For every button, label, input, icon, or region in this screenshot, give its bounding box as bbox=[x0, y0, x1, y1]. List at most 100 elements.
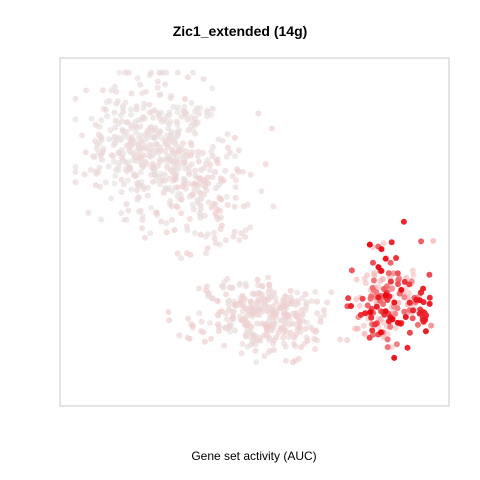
data-point bbox=[314, 310, 321, 317]
chart-title: Zic1_extended (14g) bbox=[173, 23, 308, 39]
data-point bbox=[214, 160, 221, 167]
data-point bbox=[120, 108, 127, 115]
data-point bbox=[312, 346, 318, 353]
data-point bbox=[224, 275, 231, 282]
data-point bbox=[353, 296, 360, 303]
data-point bbox=[229, 173, 236, 180]
data-point bbox=[174, 69, 181, 76]
data-point bbox=[98, 117, 105, 124]
data-point bbox=[168, 216, 175, 223]
data-point bbox=[99, 87, 106, 94]
data-point bbox=[265, 296, 272, 303]
data-point bbox=[122, 159, 129, 166]
data-point bbox=[261, 353, 268, 359]
data-point bbox=[134, 180, 141, 187]
data-point bbox=[204, 113, 211, 120]
data-point bbox=[384, 336, 391, 343]
data-point bbox=[293, 312, 300, 319]
data-point bbox=[227, 149, 233, 156]
data-point bbox=[382, 292, 389, 299]
data-point bbox=[124, 119, 131, 126]
data-point bbox=[254, 307, 261, 314]
data-point bbox=[225, 306, 232, 313]
data-point bbox=[157, 69, 164, 76]
data-point bbox=[303, 300, 310, 307]
data-point bbox=[406, 299, 413, 306]
data-point bbox=[182, 111, 189, 118]
data-point bbox=[150, 114, 157, 121]
data-point bbox=[223, 291, 230, 298]
data-point bbox=[314, 298, 320, 305]
data-point bbox=[128, 136, 135, 143]
data-point bbox=[186, 180, 192, 187]
data-point bbox=[92, 138, 99, 145]
data-point bbox=[395, 281, 401, 288]
data-point bbox=[179, 140, 186, 147]
data-point bbox=[162, 137, 169, 144]
data-point bbox=[111, 109, 118, 116]
data-point bbox=[214, 298, 221, 305]
data-point bbox=[146, 152, 153, 159]
data-point bbox=[168, 146, 175, 153]
data-point bbox=[184, 74, 191, 81]
data-point bbox=[151, 134, 158, 141]
data-point bbox=[320, 307, 327, 314]
data-point bbox=[120, 181, 127, 188]
data-point bbox=[290, 359, 296, 366]
data-point bbox=[174, 131, 181, 138]
data-point bbox=[201, 338, 208, 345]
data-point bbox=[293, 331, 300, 338]
data-point bbox=[116, 150, 122, 157]
data-point bbox=[112, 117, 119, 124]
data-point bbox=[138, 137, 145, 143]
data-point bbox=[249, 304, 256, 311]
data-point bbox=[192, 230, 198, 237]
data-point bbox=[146, 148, 153, 155]
data-point bbox=[406, 281, 413, 288]
data-point bbox=[161, 177, 168, 184]
data-point bbox=[385, 270, 392, 277]
data-point bbox=[200, 149, 206, 156]
data-point bbox=[258, 291, 265, 298]
data-point bbox=[72, 95, 79, 102]
data-point bbox=[401, 294, 408, 301]
data-point bbox=[112, 124, 119, 131]
data-point bbox=[382, 255, 389, 262]
data-point bbox=[184, 116, 191, 123]
data-point bbox=[140, 152, 147, 159]
data-point bbox=[173, 154, 180, 161]
data-point bbox=[250, 333, 257, 340]
data-point bbox=[393, 341, 400, 348]
data-point bbox=[387, 323, 394, 330]
data-point bbox=[125, 207, 132, 214]
data-point bbox=[248, 323, 255, 330]
data-point bbox=[150, 127, 156, 134]
data-point bbox=[123, 142, 130, 149]
data-point bbox=[144, 130, 151, 137]
data-point bbox=[207, 167, 214, 174]
data-point bbox=[139, 225, 146, 232]
data-point bbox=[132, 154, 139, 161]
data-point bbox=[142, 234, 148, 241]
data-point bbox=[196, 110, 202, 117]
data-point bbox=[118, 189, 125, 196]
data-point bbox=[394, 319, 401, 326]
data-point bbox=[240, 203, 247, 210]
data-point bbox=[131, 172, 138, 179]
data-point bbox=[92, 121, 99, 128]
data-point bbox=[368, 314, 375, 321]
data-point bbox=[171, 176, 178, 183]
data-point bbox=[367, 309, 374, 316]
data-point bbox=[83, 87, 90, 94]
data-point bbox=[165, 309, 172, 316]
data-point bbox=[146, 141, 153, 148]
data-point bbox=[147, 230, 154, 237]
data-point bbox=[162, 81, 169, 88]
data-point bbox=[87, 167, 94, 173]
data-point bbox=[148, 69, 154, 76]
data-point bbox=[203, 250, 209, 257]
data-point bbox=[104, 113, 110, 120]
data-point bbox=[174, 109, 181, 116]
data-point bbox=[187, 139, 194, 146]
data-point bbox=[209, 85, 216, 92]
